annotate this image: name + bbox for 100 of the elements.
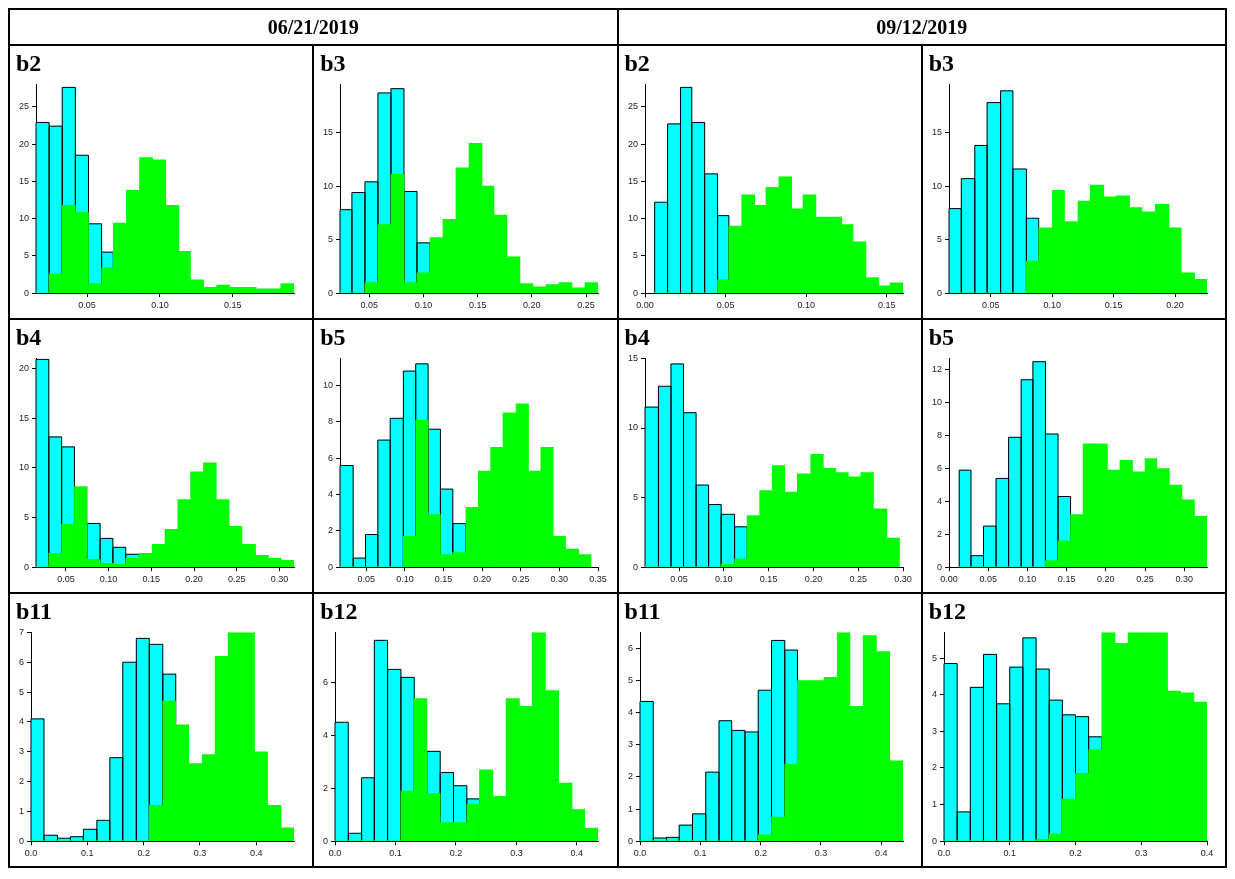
x-tick-label: 0.30 (1175, 574, 1193, 585)
y-tick-label: 20 (19, 138, 30, 149)
x-tick-label: 0.05 (360, 300, 379, 311)
x-tick-label: 0.10 (99, 574, 118, 585)
x-tick-label: 0.05 (979, 574, 997, 585)
x-tick-label: 0.20 (473, 574, 492, 585)
x-tick-label: 0.20 (1166, 300, 1184, 311)
x-tick-label: 0.4 (874, 848, 888, 859)
x-tick-label: 0.2 (1068, 848, 1082, 859)
x-tick-label: 0.35 (589, 574, 608, 585)
y-tick-label: 2 (931, 762, 937, 773)
x-tick-label: 0.1 (81, 848, 94, 859)
x-tick-label: 0.10 (796, 300, 815, 311)
y-tick-label: 6 (627, 642, 633, 653)
y-tick-label: 10 (627, 213, 638, 224)
x-tick-label: 0.4 (1200, 848, 1214, 859)
chart-title: b5 (928, 324, 956, 350)
y-tick-label: 15 (627, 175, 638, 186)
y-tick-label: 25 (627, 101, 638, 112)
y-tick-label: 20 (627, 138, 638, 149)
chart-title: b4 (624, 324, 651, 350)
text: 09/12/2019 (617, 9, 1226, 45)
x-tick-label: 0.1 (389, 848, 402, 859)
y-tick-label: 2 (323, 782, 329, 793)
y-tick-label: 2 (18, 776, 25, 787)
y-tick-label: 0 (632, 287, 638, 298)
y-tick-label: 0 (627, 835, 633, 846)
y-tick-label: 10 (931, 397, 942, 408)
x-tick-label: 0.15 (1057, 574, 1076, 585)
x-tick-label: 0.05 (357, 574, 376, 585)
y-tick-label: 0 (328, 561, 334, 572)
y-tick-label: 5 (627, 675, 633, 686)
x-tick-label: 0.15 (142, 574, 161, 585)
x-tick-label: 0.25 (228, 574, 246, 585)
y-tick-label: 0 (18, 835, 25, 846)
y-tick-label: 12 (931, 364, 942, 375)
chart-title: b2 (16, 50, 43, 76)
chart-title: b12 (928, 598, 968, 624)
y-tick-label: 1 (931, 799, 937, 810)
y-tick-label: 4 (328, 489, 334, 500)
y-tick-label: 2 (328, 525, 334, 536)
x-tick-label: 0.1 (693, 848, 707, 859)
y-tick-label: 6 (323, 677, 329, 688)
y-tick-label: 25 (19, 101, 30, 112)
y-tick-label: 5 (931, 652, 937, 663)
y-tick-label: 3 (627, 739, 633, 750)
x-tick-label: 0.25 (577, 300, 596, 311)
x-tick-label: 0.25 (1136, 574, 1154, 585)
y-tick-label: 10 (19, 462, 30, 473)
x-tick-label: 0.15 (759, 574, 777, 585)
y-tick-label: 10 (19, 213, 30, 224)
chart-title: b2 (624, 50, 651, 76)
x-tick-label: 0.20 (185, 574, 203, 585)
chart-title: b11 (624, 598, 662, 624)
x-tick-label: 0.25 (512, 574, 530, 585)
y-tick-label: 3 (931, 725, 937, 736)
x-tick-label: 0.0 (24, 848, 38, 859)
x-tick-label: 0.10 (714, 574, 733, 585)
chart-title: b5 (320, 324, 347, 350)
y-tick-label: 8 (328, 416, 334, 427)
x-tick-label: 0.20 (1096, 574, 1115, 585)
y-tick-label: 1 (627, 803, 633, 814)
text: 06/21/2019 (9, 9, 618, 45)
x-tick-label: 0.15 (469, 300, 487, 311)
chart-title: b4 (16, 324, 43, 350)
x-tick-label: 0.0 (633, 848, 646, 859)
chart-title: b12 (320, 598, 359, 624)
y-tick-label: 5 (632, 492, 638, 503)
x-tick-label: 0.10 (414, 300, 433, 311)
y-tick-label: 6 (18, 656, 25, 667)
x-tick-label: 0.15 (1104, 300, 1123, 311)
y-tick-label: 15 (627, 352, 638, 363)
x-tick-label: 0.10 (151, 300, 169, 311)
y-tick-label: 4 (323, 729, 329, 740)
y-tick-label: 2 (936, 528, 942, 539)
x-tick-label: 0.30 (893, 574, 912, 585)
y-tick-label: 10 (627, 422, 638, 433)
y-tick-label: 15 (323, 127, 334, 138)
y-tick-label: 6 (328, 452, 334, 463)
y-tick-label: 15 (19, 412, 30, 423)
x-tick-label: 0.4 (250, 848, 263, 859)
x-tick-label: 0.2 (449, 848, 463, 859)
y-tick-label: 10 (931, 180, 942, 191)
x-tick-label: 0.05 (981, 300, 1000, 311)
x-tick-label: 0.0 (329, 848, 342, 859)
x-tick-label: 0.20 (523, 300, 541, 311)
y-tick-label: 5 (24, 250, 30, 261)
y-tick-label: 2 (627, 771, 633, 782)
y-tick-label: 0 (936, 287, 942, 298)
x-tick-label: 0.0 (937, 848, 951, 859)
x-tick-label: 0.05 (669, 574, 688, 585)
y-tick-label: 6 (936, 463, 942, 474)
x-tick-label: 0.15 (224, 300, 242, 311)
x-tick-label: 0.1 (1003, 848, 1016, 859)
y-tick-label: 7 (18, 626, 25, 637)
y-tick-label: 10 (323, 180, 334, 191)
y-tick-label: 0 (24, 561, 30, 572)
x-tick-label: 0.25 (848, 574, 867, 585)
x-tick-label: 0.05 (57, 574, 75, 585)
x-tick-label: 0.05 (716, 300, 734, 311)
